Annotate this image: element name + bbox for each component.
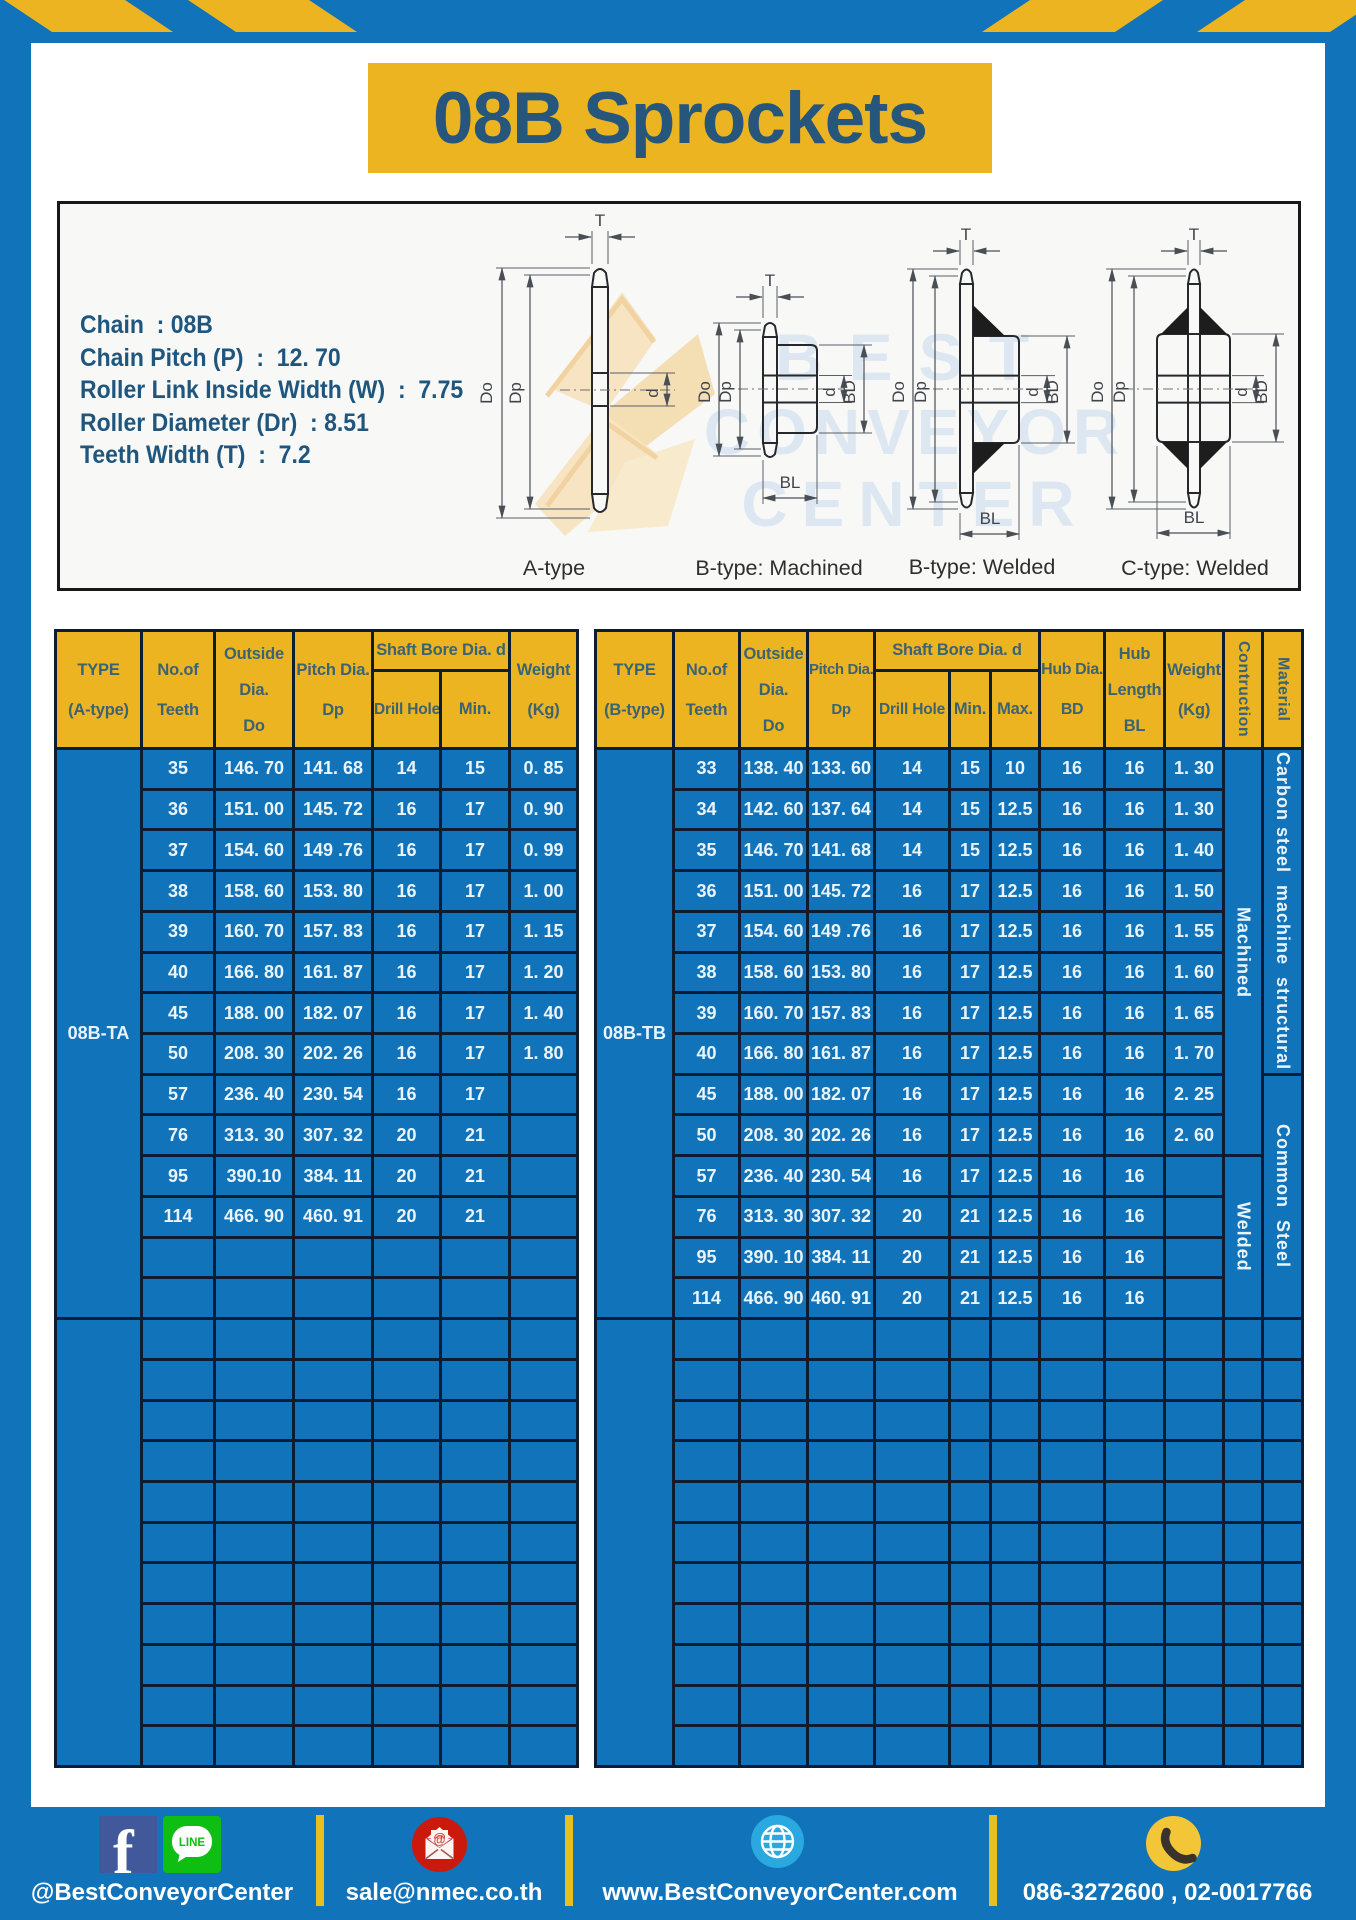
svg-text:C-type: Welded: C-type: Welded	[1121, 556, 1269, 580]
svg-text:BD: BD	[840, 380, 859, 404]
svg-text:Dp: Dp	[506, 382, 525, 404]
svg-text:T: T	[765, 271, 775, 290]
svg-text:Do: Do	[889, 381, 908, 403]
svg-text:Dp: Dp	[716, 381, 735, 403]
svg-text:BD: BD	[1252, 380, 1271, 404]
svg-text:T: T	[595, 211, 605, 230]
svg-text:d: d	[643, 388, 662, 397]
svg-text:B-type: Welded: B-type: Welded	[909, 555, 1056, 579]
svg-text:A-type: A-type	[523, 556, 585, 580]
svg-text:BD: BD	[1043, 380, 1062, 404]
svg-text:Do: Do	[1088, 381, 1107, 403]
svg-text:BL: BL	[780, 473, 801, 492]
svg-text:LINE: LINE	[179, 1837, 206, 1849]
svg-text:Do: Do	[477, 382, 496, 404]
svg-text:T: T	[961, 225, 971, 244]
svg-text:BL: BL	[980, 509, 1001, 528]
svg-text:d: d	[1023, 387, 1042, 396]
svg-text:@: @	[434, 1833, 446, 1847]
svg-text:Dp: Dp	[911, 381, 930, 403]
svg-text:T: T	[1189, 225, 1199, 244]
svg-text:d: d	[1232, 387, 1251, 396]
svg-text:BL: BL	[1184, 508, 1205, 527]
svg-text:B-type: Machined: B-type: Machined	[695, 556, 862, 580]
svg-text:d: d	[820, 387, 839, 396]
svg-text:Do: Do	[695, 381, 714, 403]
svg-text:Dp: Dp	[1110, 381, 1129, 403]
